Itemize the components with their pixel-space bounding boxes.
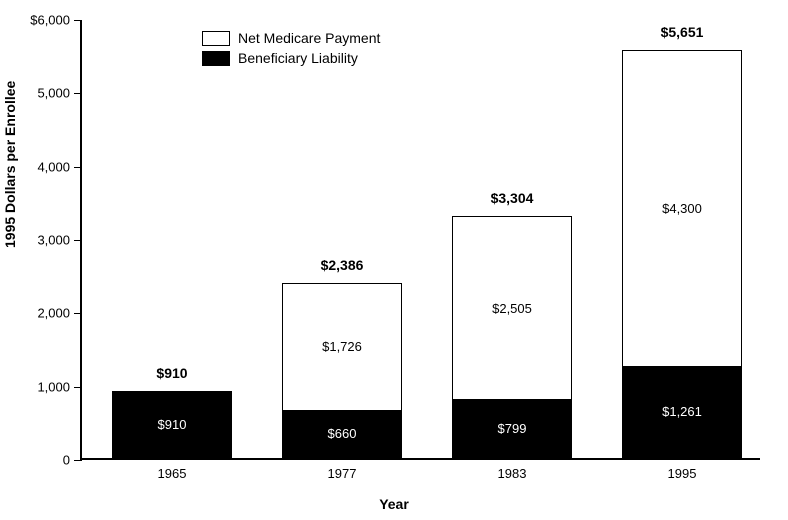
bar-total-label: $910 bbox=[156, 365, 187, 381]
legend-label: Beneficiary Liability bbox=[238, 50, 358, 66]
bar-total-label: $3,304 bbox=[491, 190, 534, 206]
y-tick-label: 5,000 bbox=[37, 86, 82, 101]
legend-item: Net Medicare Payment bbox=[202, 30, 380, 46]
bar-segment: $4,300 bbox=[622, 50, 742, 365]
x-tick-label: 1965 bbox=[158, 458, 187, 481]
legend: Net Medicare Payment Beneficiary Liabilit… bbox=[202, 30, 380, 70]
chart-container: 1995 Dollars per Enrollee Year Net Medic… bbox=[0, 0, 788, 520]
chart-plot-area: Net Medicare Payment Beneficiary Liabilit… bbox=[80, 20, 760, 460]
bar-segment: $910 bbox=[112, 391, 232, 458]
y-tick-label: 2,000 bbox=[37, 306, 82, 321]
y-axis-title: 1995 Dollars per Enrollee bbox=[2, 81, 18, 248]
y-tick-label: 4,000 bbox=[37, 159, 82, 174]
bar-segment-value: $1,261 bbox=[662, 404, 702, 419]
x-tick-label: 1995 bbox=[668, 458, 697, 481]
x-tick-label: 1983 bbox=[498, 458, 527, 481]
bar-segment-value: $4,300 bbox=[662, 201, 702, 216]
y-tick-label: $6,000 bbox=[30, 13, 82, 28]
legend-swatch bbox=[202, 31, 230, 46]
bar-segment-value: $2,505 bbox=[492, 301, 532, 316]
legend-item: Beneficiary Liability bbox=[202, 50, 380, 66]
bar-segment: $660 bbox=[282, 410, 402, 458]
bar-segment: $2,505 bbox=[452, 216, 572, 400]
x-tick-label: 1977 bbox=[328, 458, 357, 481]
bar-total-label: $2,386 bbox=[321, 257, 364, 273]
bar-segment: $799 bbox=[452, 399, 572, 458]
bar-segment-value: $799 bbox=[498, 421, 527, 436]
x-axis-title: Year bbox=[379, 496, 409, 512]
bar-segment: $1,726 bbox=[282, 283, 402, 410]
legend-label: Net Medicare Payment bbox=[238, 30, 380, 46]
bar-segment: $1,261 bbox=[622, 366, 742, 458]
y-tick-label: 1,000 bbox=[37, 379, 82, 394]
bar-segment-value: $1,726 bbox=[322, 339, 362, 354]
legend-swatch bbox=[202, 51, 230, 66]
bar-segment-value: $910 bbox=[158, 417, 187, 432]
y-tick-label: 0 bbox=[63, 453, 82, 468]
bar-segment-value: $660 bbox=[328, 426, 357, 441]
bar-total-label: $5,651 bbox=[661, 24, 704, 40]
y-tick-label: 3,000 bbox=[37, 233, 82, 248]
